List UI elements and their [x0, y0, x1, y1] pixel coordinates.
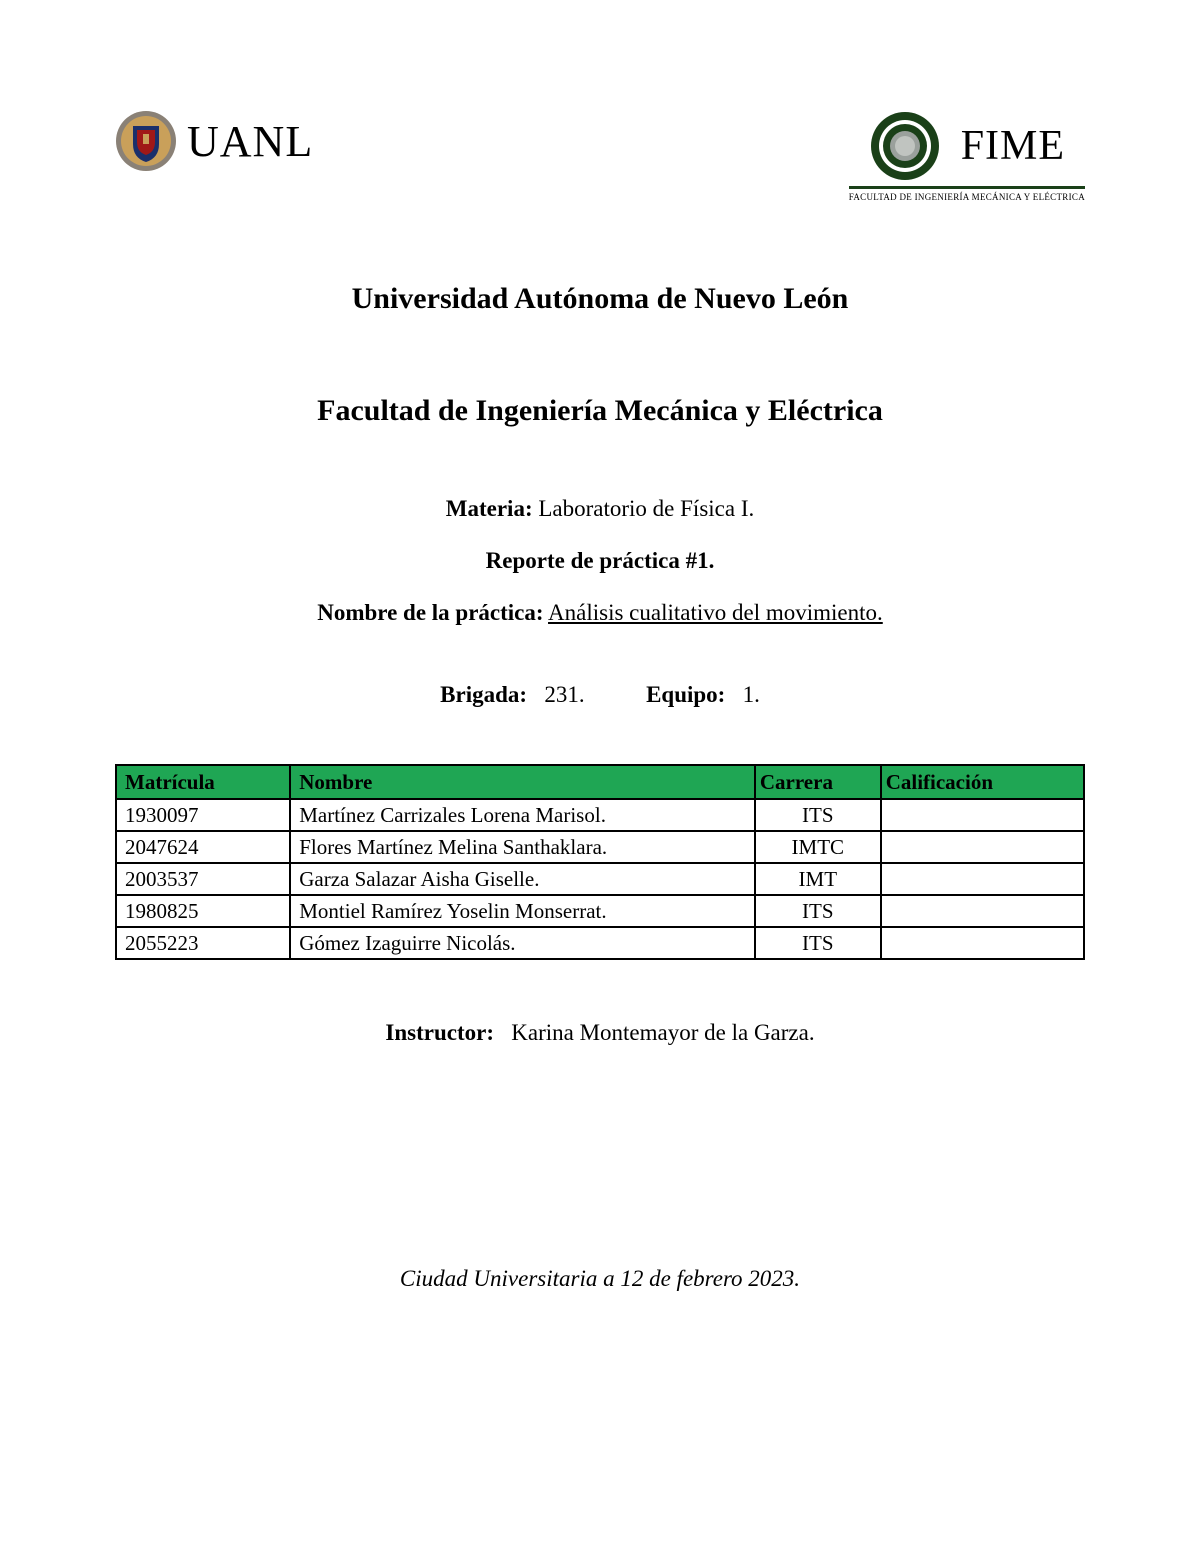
brigada-equipo-line: Brigada: 231. Equipo: 1.: [115, 682, 1085, 708]
table-row: 1980825 Montiel Ramírez Yoselin Monserra…: [116, 895, 1084, 927]
th-carrera: Carrera: [755, 765, 881, 799]
cell-carrera: ITS: [755, 799, 881, 831]
materia-value: Laboratorio de Física I.: [538, 496, 754, 521]
cell-calif: [881, 799, 1084, 831]
cell-nombre: Gómez Izaguirre Nicolás.: [290, 927, 755, 959]
table-header-row: Matrícula Nombre Carrera Calificación: [116, 765, 1084, 799]
table-row: 2055223 Gómez Izaguirre Nicolás. ITS: [116, 927, 1084, 959]
th-nombre: Nombre: [290, 765, 755, 799]
fime-text: FIME: [961, 122, 1065, 170]
cell-calif: [881, 895, 1084, 927]
instructor-value: Karina Montemayor de la Garza.: [511, 1020, 814, 1045]
fime-subtitle: FACULTAD DE INGENIERÍA MECÁNICA Y ELÉCTR…: [849, 186, 1085, 202]
cell-matricula: 2047624: [116, 831, 290, 863]
materia-label: Materia:: [446, 496, 533, 521]
materia-line: Materia: Laboratorio de Física I.: [115, 496, 1085, 522]
cell-nombre: Martínez Carrizales Lorena Marisol.: [290, 799, 755, 831]
cell-carrera: IMT: [755, 863, 881, 895]
uanl-text: UANL: [187, 116, 313, 167]
uanl-logo: UANL: [115, 110, 313, 172]
university-heading: Universidad Autónoma de Nuevo León: [115, 282, 1085, 316]
brigada-label: Brigada:: [440, 682, 527, 707]
brigada-value: 231.: [544, 682, 584, 707]
th-calificacion: Calificación: [881, 765, 1084, 799]
cell-calif: [881, 863, 1084, 895]
cell-nombre: Montiel Ramírez Yoselin Monserrat.: [290, 895, 755, 927]
table-row: 2047624 Flores Martínez Melina Santhakla…: [116, 831, 1084, 863]
cell-nombre: Flores Martínez Melina Santhaklara.: [290, 831, 755, 863]
cell-matricula: 1980825: [116, 895, 290, 927]
practica-line: Nombre de la práctica: Análisis cualitat…: [115, 600, 1085, 626]
cell-matricula: 1930097: [116, 799, 290, 831]
practica-value: Análisis cualitativo del movimiento.: [548, 600, 883, 625]
cell-calif: [881, 927, 1084, 959]
fime-seal-icon: [869, 110, 941, 182]
reporte-text: Reporte de práctica #1.: [486, 548, 715, 573]
instructor-line: Instructor: Karina Montemayor de la Garz…: [115, 1020, 1085, 1046]
th-matricula: Matrícula: [116, 765, 290, 799]
students-table: Matrícula Nombre Carrera Calificación 19…: [115, 764, 1085, 960]
cell-matricula: 2003537: [116, 863, 290, 895]
fime-logo: FIME FACULTAD DE INGENIERÍA MECÁNICA Y E…: [849, 110, 1085, 202]
cell-calif: [881, 831, 1084, 863]
table-row: 2003537 Garza Salazar Aisha Giselle. IMT: [116, 863, 1084, 895]
equipo-value: 1.: [743, 682, 760, 707]
cell-nombre: Garza Salazar Aisha Giselle.: [290, 863, 755, 895]
uanl-shield-icon: [115, 110, 177, 172]
practica-label: Nombre de la práctica:: [317, 600, 543, 625]
cell-matricula: 2055223: [116, 927, 290, 959]
footer-date: Ciudad Universitaria a 12 de febrero 202…: [115, 1266, 1085, 1292]
cell-carrera: ITS: [755, 927, 881, 959]
cell-carrera: ITS: [755, 895, 881, 927]
reporte-line: Reporte de práctica #1.: [115, 548, 1085, 574]
equipo-label: Equipo:: [646, 682, 725, 707]
logo-row: UANL FIME FACULTAD DE INGENIERÍA MECÁNIC…: [115, 110, 1085, 202]
faculty-heading: Facultad de Ingeniería Mecánica y Eléctr…: [115, 394, 1085, 428]
table-row: 1930097 Martínez Carrizales Lorena Maris…: [116, 799, 1084, 831]
instructor-label: Instructor:: [385, 1020, 494, 1045]
cell-carrera: IMTC: [755, 831, 881, 863]
